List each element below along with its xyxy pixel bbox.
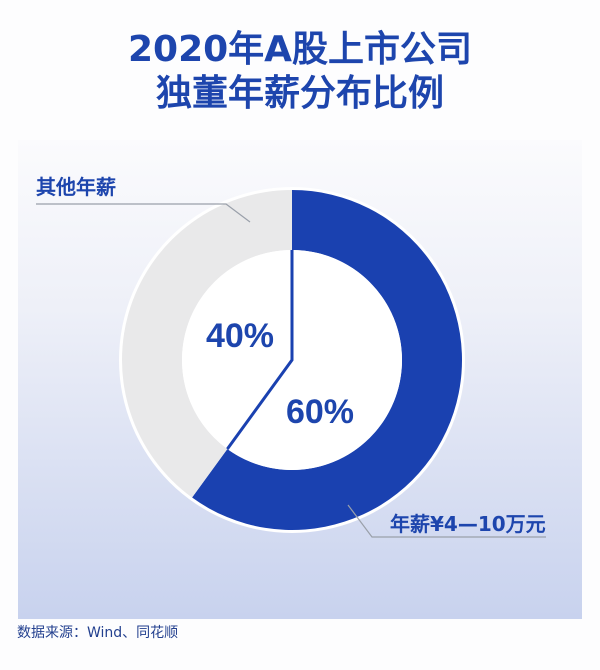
chart-title-line-1: 2020年A股上市公司 (127, 29, 473, 70)
value-label-other: 40% (206, 317, 274, 355)
data-source: 数据来源：Wind、同花顺 (17, 625, 179, 641)
slice-separator-line (226, 250, 294, 450)
slice-label-other: 其他年薪 (36, 175, 116, 199)
slice-label-main: 年薪¥4—10万元 (390, 512, 546, 536)
callout-line-main (347, 504, 546, 538)
donut-slice (122, 190, 293, 498)
value-label-main: 60% (286, 393, 354, 431)
donut-slice (192, 190, 462, 530)
callout-line-other (36, 203, 251, 223)
chart-title-line-2: 独董年薪分布比例 (155, 73, 444, 114)
